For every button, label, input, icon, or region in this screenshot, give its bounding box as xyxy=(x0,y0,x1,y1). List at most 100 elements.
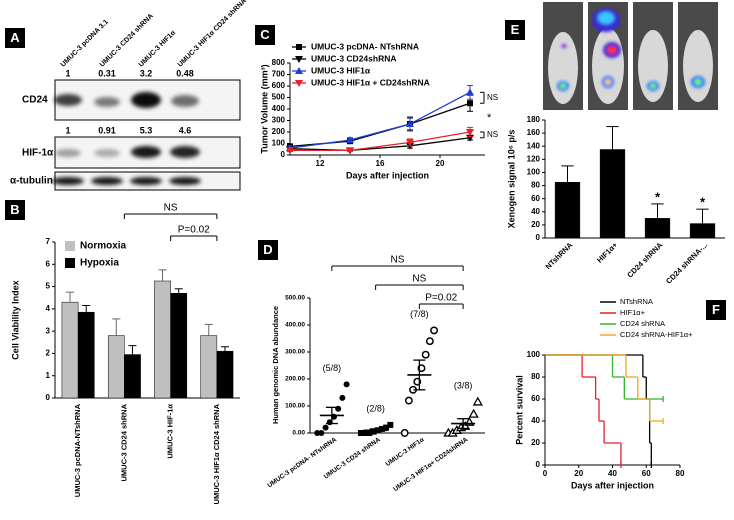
point xyxy=(404,396,413,405)
point xyxy=(346,136,354,144)
quant: 0.91 xyxy=(98,125,116,135)
legend-label: UMUC-3 HIF1α xyxy=(311,65,371,75)
y-tick-label: 700 xyxy=(272,70,286,79)
panel-letter: D xyxy=(263,242,272,257)
point xyxy=(421,350,430,359)
row-label: HIF-1α xyxy=(22,148,54,159)
x-tick-label: UMUC-3 HIF1α+ CD24shRNA xyxy=(392,436,469,493)
bands xyxy=(55,146,200,158)
point xyxy=(472,396,483,406)
legend-marker xyxy=(295,80,303,87)
line xyxy=(289,91,471,149)
x-tick-label: CD24 shRNA-... xyxy=(664,240,709,285)
panel-letter: B xyxy=(10,202,19,217)
blot-panel: A UMUC-3 pcDNA 3.1 UMUC-3 CD24 shRNA UMU… xyxy=(5,0,248,191)
y-tick-label: 300.00 xyxy=(285,349,305,356)
point xyxy=(339,394,346,401)
point xyxy=(335,405,342,412)
point xyxy=(343,381,350,388)
quant: 5.3 xyxy=(140,125,153,135)
line xyxy=(290,131,471,152)
y-tick-label: 100 xyxy=(272,139,286,148)
fraction-label: (5/8) xyxy=(323,363,342,373)
bands xyxy=(52,177,201,185)
point xyxy=(387,421,394,428)
y-tick-label: 4 xyxy=(46,304,51,313)
y-tick-label: 0.00 xyxy=(292,430,305,437)
legend-label: Normoxia xyxy=(80,241,127,252)
annotation: P=0.02 xyxy=(425,293,457,304)
legend-swatch xyxy=(65,258,75,268)
point xyxy=(430,326,439,335)
bar xyxy=(644,218,671,239)
fraction-label: (3/8) xyxy=(454,380,473,390)
bar xyxy=(554,182,581,239)
y-tick-label: 100 xyxy=(527,168,541,177)
y-tick-label: 200.00 xyxy=(285,376,305,383)
point xyxy=(322,424,329,431)
lane-label: UMUC-3 HIF1α xyxy=(138,29,178,69)
mouse-body xyxy=(592,28,624,104)
x-tick-label: UMUC-3 HIF1α xyxy=(384,436,425,468)
mouse-body xyxy=(638,30,668,102)
y-tick-label: 160 xyxy=(527,128,541,137)
point xyxy=(362,430,369,436)
x-tick-label: UMUC-3 HIF1α CD24 shRNA xyxy=(212,403,221,504)
y-tick-label: 0 xyxy=(281,150,286,159)
bar xyxy=(107,335,125,399)
bar xyxy=(216,350,234,399)
bands xyxy=(54,92,199,108)
legend-label: NTshRNA xyxy=(620,297,653,306)
y-tick-label: 600 xyxy=(272,81,286,90)
lane-label: UMUC-3 HIF1α CD24 shRNA xyxy=(177,0,248,69)
y-tick-label: 7 xyxy=(46,237,51,246)
legend-label: UMUC-3 CD24shRNA xyxy=(311,53,396,63)
legend-marker xyxy=(296,44,302,50)
y-tick-label: 0 xyxy=(46,393,51,402)
legend-label: CD24 shRNA-HIF1α+ xyxy=(620,330,693,339)
y-tick-label: 400.00 xyxy=(285,322,305,329)
x-tick-label: 0 xyxy=(543,469,548,478)
y-tick-label: 60 xyxy=(531,194,540,203)
panel-letter: A xyxy=(10,30,20,45)
annotation: NS xyxy=(487,130,498,139)
point xyxy=(466,129,474,136)
annotation: NS xyxy=(391,255,405,266)
annotation: P=0.02 xyxy=(178,225,210,236)
x-tick-label: CD24 shRNA xyxy=(625,240,664,279)
y-tick-label: 400 xyxy=(272,104,286,113)
panel-box xyxy=(5,28,25,48)
point xyxy=(400,429,409,437)
y-tick-label: 0 xyxy=(536,233,541,242)
x-axis-label: Days after injection xyxy=(571,480,654,490)
y-tick-label: 3 xyxy=(46,326,51,335)
x-tick-label: 12 xyxy=(316,159,325,168)
panel-box xyxy=(706,300,726,320)
legend-label: Hypoxia xyxy=(80,258,119,269)
y-tick-label: 40 xyxy=(531,416,540,425)
point xyxy=(314,430,321,436)
x-tick-label: 20 xyxy=(574,469,583,478)
annotation: NS xyxy=(164,203,178,214)
quant: 3.2 xyxy=(140,68,153,78)
y-tick-label: 80 xyxy=(531,372,540,381)
y-tick-label: 800 xyxy=(272,58,286,67)
quant: 0.48 xyxy=(176,68,194,78)
bar xyxy=(154,280,171,399)
point xyxy=(346,147,354,155)
y-tick-label: 0 xyxy=(536,460,541,469)
y-tick-label: 80 xyxy=(531,181,540,190)
x-tick-label: 80 xyxy=(676,469,685,478)
line xyxy=(289,137,471,152)
legend-marker xyxy=(295,56,303,63)
x-tick-label: UMUC-3 HIF-1α xyxy=(166,404,175,459)
y-tick-label: 100 xyxy=(527,350,541,359)
point xyxy=(366,430,373,436)
y-tick-label: 200 xyxy=(272,127,286,136)
y-tick-label: 500.00 xyxy=(285,295,305,302)
point xyxy=(466,88,474,96)
x-tick-label: 16 xyxy=(376,159,385,168)
panel-box xyxy=(505,20,525,40)
mouse-body xyxy=(548,32,578,104)
